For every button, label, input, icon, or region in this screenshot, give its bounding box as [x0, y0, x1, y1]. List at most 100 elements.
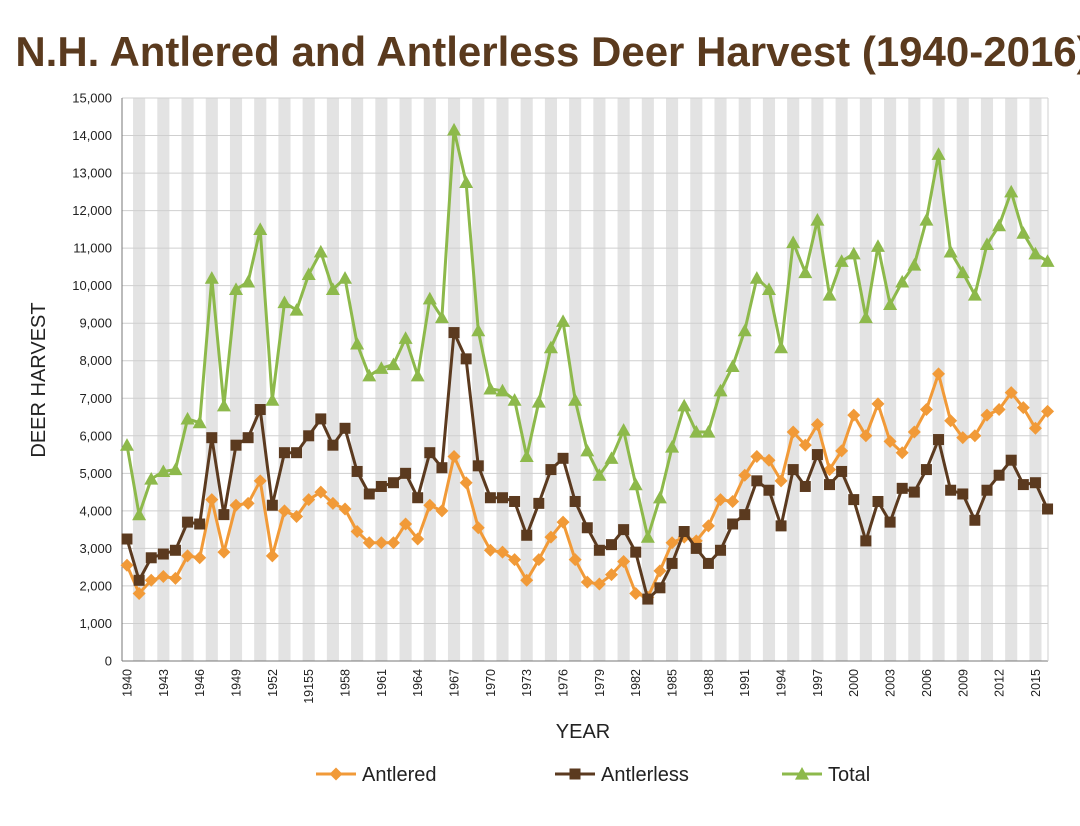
data-point-antlerless — [472, 460, 484, 472]
data-point-antlered — [665, 536, 679, 550]
data-point-antlerless — [145, 552, 157, 564]
x-tick-label: 2000 — [847, 669, 861, 697]
data-point-antlerless — [291, 447, 303, 459]
data-point-total — [386, 357, 401, 371]
data-point-antlered — [532, 553, 546, 567]
year-band-1967 — [447, 98, 461, 661]
data-point-antlerless — [278, 447, 290, 459]
data-point-antlered — [944, 414, 958, 428]
data-point-antlered — [1028, 421, 1042, 435]
data-point-antlerless — [933, 434, 945, 446]
x-tick-label: 1943 — [157, 669, 171, 697]
legend-label: Antlered — [362, 764, 437, 786]
data-point-antlered — [701, 519, 715, 533]
data-point-antlerless — [715, 544, 727, 556]
data-point-total — [967, 288, 982, 301]
data-point-antlerless — [1042, 503, 1054, 515]
data-point-antlered — [399, 517, 413, 531]
data-point-total — [1040, 254, 1055, 267]
year-band-1945 — [181, 98, 194, 661]
y-axis-title: DEER HARVEST — [28, 302, 50, 457]
year-band-2013 — [1005, 98, 1018, 661]
data-point-antlerless — [400, 467, 412, 479]
x-tick-label: 2003 — [884, 669, 898, 697]
data-point-antlered — [229, 498, 243, 512]
data-point-antlerless — [896, 482, 908, 494]
data-point-total — [519, 449, 534, 463]
data-point-antlered — [205, 493, 219, 507]
data-point-antlered — [810, 418, 824, 432]
x-tick-label: 1973 — [520, 669, 534, 697]
y-tick-label: 5,000 — [79, 466, 112, 481]
data-point-total — [1028, 246, 1043, 260]
data-point-total — [132, 507, 147, 521]
data-point-antlered — [374, 536, 388, 550]
data-point-antlered — [156, 570, 170, 584]
data-point-antlered — [168, 571, 182, 585]
year-band-2003 — [884, 98, 897, 661]
data-point-antlered — [883, 434, 897, 448]
data-point-antlered — [193, 551, 207, 565]
data-point-total — [749, 271, 764, 284]
series-antlerless — [121, 327, 1054, 605]
data-point-antlerless — [618, 524, 630, 536]
data-point-antlerless — [581, 522, 593, 534]
data-point-antlered — [483, 543, 497, 557]
data-point-antlerless — [557, 452, 569, 464]
data-point-total — [677, 398, 692, 412]
data-point-antlerless — [533, 497, 545, 509]
data-point-antlerless — [860, 535, 872, 547]
data-point-total — [338, 271, 353, 284]
data-point-total — [144, 471, 159, 485]
data-point-total — [761, 282, 776, 296]
data-point-antlered — [326, 496, 340, 510]
data-point-total — [410, 368, 425, 382]
x-tick-label: 1961 — [375, 669, 389, 697]
data-point-total — [1016, 226, 1031, 239]
y-tick-label: 8,000 — [79, 353, 112, 368]
data-point-antlerless — [593, 544, 605, 556]
data-point-antlerless — [630, 546, 642, 558]
data-point-total — [931, 147, 946, 160]
data-point-antlered — [120, 558, 134, 572]
y-tick-label: 9,000 — [79, 316, 112, 331]
year-band-1981 — [617, 98, 630, 661]
data-point-total — [374, 361, 389, 374]
data-point-antlered — [992, 403, 1006, 417]
data-point-total — [556, 314, 571, 327]
data-point-total — [289, 303, 304, 316]
data-point-total — [774, 340, 789, 354]
y-tick-label: 3,000 — [79, 541, 112, 556]
data-point-total — [701, 425, 716, 438]
data-point-total — [919, 212, 934, 226]
data-point-total — [241, 274, 256, 288]
data-point-antlered — [302, 493, 316, 507]
data-point-antlerless — [799, 480, 811, 492]
series-total — [120, 122, 1055, 543]
data-point-antlered — [132, 586, 146, 600]
data-point-antlerless — [182, 516, 194, 528]
data-point-antlerless — [303, 430, 315, 442]
data-point-antlered — [629, 586, 643, 600]
data-point-antlered — [919, 403, 933, 417]
year-band-1995 — [787, 98, 800, 661]
year-band-1989 — [714, 98, 727, 661]
data-point-antlerless — [1017, 479, 1029, 491]
data-point-total — [822, 288, 837, 301]
data-point-antlerless — [436, 462, 448, 474]
x-axis-ticks: 1940 1943 1946 1949 1952 19155 1958 1961 1964 196… — [121, 669, 1043, 704]
data-point-antlerless — [920, 464, 932, 476]
data-point-antlered — [411, 532, 425, 546]
data-point-antlered — [508, 553, 522, 567]
data-point-total — [313, 244, 328, 258]
data-point-total — [640, 530, 655, 543]
data-point-antlerless — [666, 557, 678, 569]
data-point-total — [180, 411, 195, 425]
data-point-antlerless — [727, 518, 739, 530]
data-point-antlered — [265, 549, 279, 563]
data-point-antlered — [653, 564, 667, 578]
data-point-antlerless — [642, 593, 654, 605]
data-point-total — [580, 443, 595, 457]
year-band-1985 — [666, 98, 679, 661]
